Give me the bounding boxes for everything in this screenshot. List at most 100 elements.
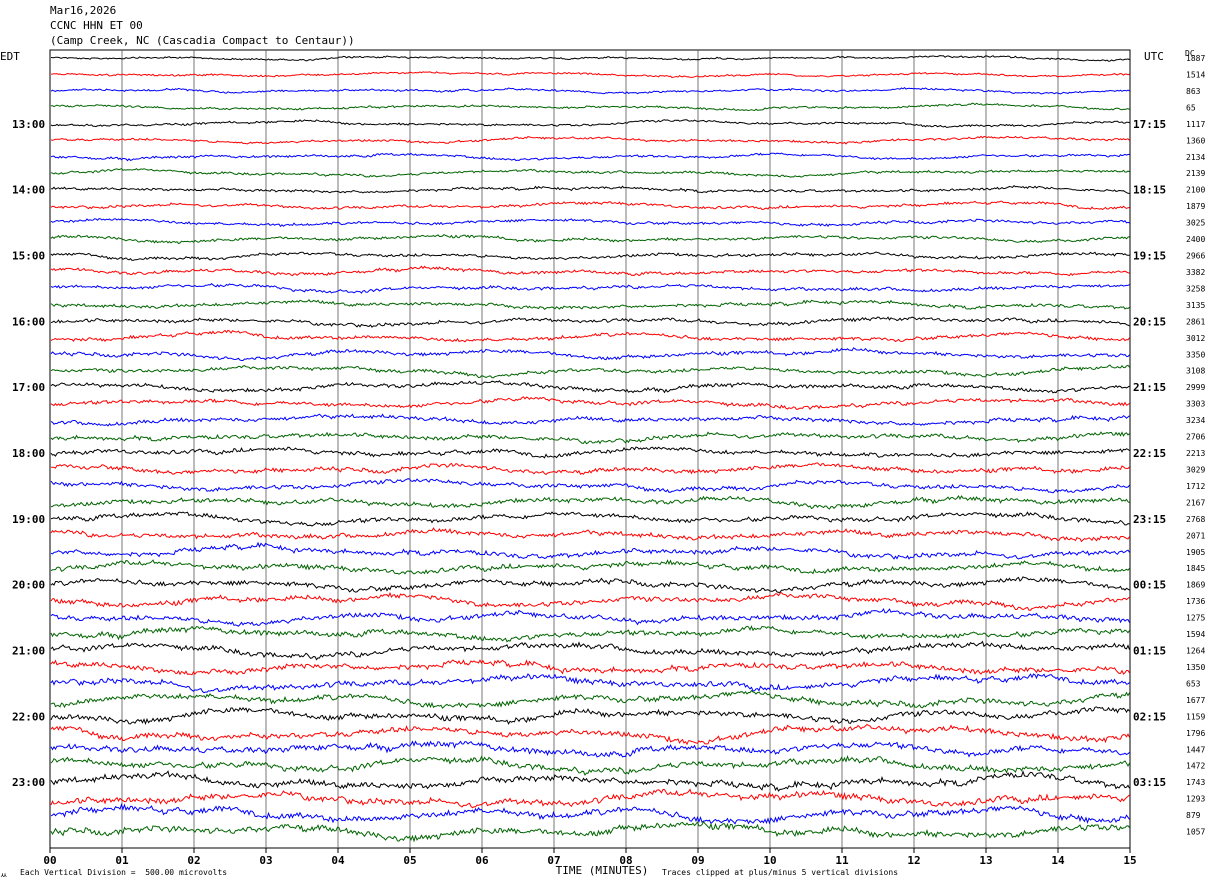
utc-hour-label: 03:15: [1133, 776, 1166, 789]
seismic-trace: [50, 527, 1130, 543]
seismic-trace: [50, 754, 1130, 776]
seismic-trace: [50, 167, 1130, 178]
dc-offset-label: 2071: [1186, 531, 1205, 540]
dc-offset-label: 3025: [1186, 219, 1205, 228]
seismic-trace: [50, 233, 1130, 245]
x-tick-label: 06: [475, 854, 489, 867]
dc-offset-label: 65: [1186, 103, 1196, 112]
edt-hour-label: 22:00: [12, 710, 45, 723]
dc-offset-label: 2999: [1186, 383, 1205, 392]
seismic-trace: [50, 591, 1130, 611]
dc-offset-label: 2966: [1186, 252, 1205, 261]
dc-offset-label: 1905: [1186, 548, 1205, 557]
dc-offset-label: 2167: [1186, 498, 1205, 507]
x-axis-title: TIME (MINUTES): [556, 864, 649, 877]
seismic-trace: [50, 723, 1130, 746]
seismic-trace: [50, 265, 1130, 277]
seismic-trace: [50, 788, 1130, 809]
x-tick-label: 14: [1051, 854, 1065, 867]
x-tick-label: 13: [979, 854, 992, 867]
seismic-trace: [51, 71, 1130, 79]
dc-offset-label: 2861: [1186, 317, 1205, 326]
seismic-trace: [50, 185, 1130, 194]
dc-offset-label: 2139: [1186, 169, 1205, 178]
utc-hour-label: 00:15: [1133, 579, 1166, 592]
dc-offset-label: 1360: [1186, 136, 1205, 145]
seismic-trace: [50, 347, 1130, 361]
seismic-trace: [50, 689, 1130, 709]
seismic-trace: [50, 86, 1130, 95]
dc-label: DC: [1185, 49, 1195, 58]
dc-offset-label: 2706: [1186, 433, 1205, 442]
seismic-trace: [50, 640, 1130, 661]
edt-hour-label: 17:00: [12, 381, 45, 394]
x-tick-label: 05: [403, 854, 416, 867]
dc-offset-label: 1736: [1186, 597, 1205, 606]
utc-hour-label: 18:15: [1133, 184, 1166, 197]
x-tick-label: 00: [43, 854, 56, 867]
edt-hour-label: 16:00: [12, 315, 45, 328]
seismic-trace: [50, 251, 1130, 261]
dc-offset-label: 3108: [1186, 367, 1205, 376]
seismic-trace: [50, 820, 1130, 843]
edt-hour-label: 18:00: [12, 447, 45, 460]
edt-hour-label: 13:00: [12, 118, 45, 131]
seismic-trace: [50, 541, 1130, 560]
dc-offset-label: 879: [1186, 811, 1201, 820]
dc-offset-label: 3382: [1186, 268, 1205, 277]
seismic-trace: [50, 511, 1130, 527]
dc-offset-label: 2134: [1186, 153, 1205, 162]
seismic-trace: [50, 218, 1130, 228]
seismic-trace: [51, 462, 1130, 476]
plot-frame: [49, 49, 1131, 849]
seismic-trace: [50, 495, 1130, 510]
seismic-trace: [50, 431, 1130, 445]
dc-offset-label: 3350: [1186, 350, 1205, 359]
dc-offset-label: 1264: [1186, 647, 1205, 656]
x-tick-label: 12: [907, 854, 920, 867]
dc-offset-label: 3029: [1186, 465, 1205, 474]
dc-offset-label: 2213: [1186, 449, 1205, 458]
utc-hour-label: 23:15: [1133, 513, 1166, 526]
seismic-trace: [50, 446, 1130, 459]
utc-hour-label: 17:15: [1133, 118, 1166, 131]
x-tick-label: 01: [115, 854, 129, 867]
dc-offset-label: 3303: [1186, 400, 1205, 409]
header-date: Mar16,2026: [50, 4, 117, 17]
utc-hour-label: 01:15: [1133, 645, 1166, 658]
dc-offset-label: 1159: [1186, 712, 1205, 721]
x-tick-label: 15: [1123, 854, 1136, 867]
edt-label: EDT: [0, 50, 20, 63]
dc-offset-label: 1845: [1186, 564, 1205, 573]
seismic-trace: [50, 706, 1130, 726]
dc-offset-label: 2400: [1186, 235, 1205, 244]
x-tick-label: 02: [187, 854, 200, 867]
utc-label: UTC: [1144, 50, 1164, 63]
header-station: CCNC HHN ET 00: [50, 19, 143, 32]
seismic-trace: [50, 329, 1130, 343]
x-tick-label: 07: [547, 854, 560, 867]
dc-offset-label: 2768: [1186, 515, 1205, 524]
dc-offset-label: 1677: [1186, 696, 1205, 705]
seismic-trace: [50, 625, 1130, 643]
dc-offset-label: 1879: [1186, 202, 1205, 211]
seismic-trace: [50, 283, 1130, 294]
footer-mark: ㅆ: [0, 871, 8, 880]
clip-note: Traces clipped at plus/minus 5 vertical …: [662, 868, 899, 877]
dc-offset-label: 3012: [1186, 334, 1205, 343]
seismic-trace: [50, 740, 1130, 758]
dc-offset-label: 1350: [1186, 663, 1205, 672]
dc-offset-label: 863: [1186, 87, 1201, 96]
utc-hour-label: 19:15: [1133, 250, 1166, 263]
seismic-trace: [50, 559, 1130, 575]
seismic-trace: [50, 673, 1130, 694]
dc-offset-label: 2100: [1186, 186, 1205, 195]
utc-hour-label: 22:15: [1133, 447, 1166, 460]
dc-offset-label: 1275: [1186, 614, 1205, 623]
dc-offset-label: 653: [1186, 679, 1201, 688]
dc-offset-label: 1514: [1186, 70, 1205, 79]
scale-note: Each Vertical Division = 500.00 microvol…: [20, 868, 228, 877]
x-tick-label: 03: [259, 854, 272, 867]
dc-offset-label: 1887: [1186, 54, 1205, 63]
seismic-trace: [50, 200, 1130, 211]
